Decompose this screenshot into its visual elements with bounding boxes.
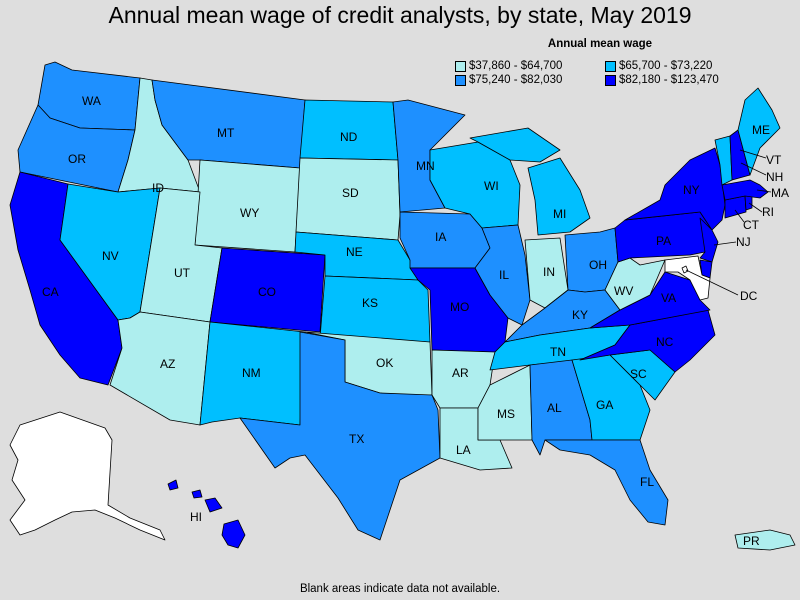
label-PA: PA xyxy=(656,234,671,248)
state-AK xyxy=(9,411,166,541)
state-ME xyxy=(737,87,781,176)
label-MO: MO xyxy=(450,300,469,314)
legend-label: $65,700 - $73,220 xyxy=(619,60,713,72)
label-OR: OR xyxy=(68,152,86,166)
legend-title: Annual mean wage xyxy=(547,38,653,50)
label-OH: OH xyxy=(589,258,607,272)
label-AR: AR xyxy=(452,366,469,380)
label-NV: NV xyxy=(102,249,119,263)
legend-swatch xyxy=(605,74,616,86)
label-CA: CA xyxy=(42,285,59,299)
label-MT: MT xyxy=(217,126,235,140)
label-WV: WV xyxy=(614,284,633,298)
state-MI xyxy=(469,127,591,236)
label-NE: NE xyxy=(346,245,363,259)
label-WI: WI xyxy=(484,179,499,193)
state-KS xyxy=(319,275,431,343)
state-RI xyxy=(744,194,753,211)
legend: Annual mean wage $37,860 - $64,700 $65,7… xyxy=(455,38,755,86)
legend-item: $75,240 - $82,030 xyxy=(455,74,605,86)
leader-lines xyxy=(685,149,772,296)
label-MA: MA xyxy=(771,186,789,200)
legend-swatch xyxy=(455,74,466,86)
label-CO: CO xyxy=(258,285,276,299)
map-title: Annual mean wage of credit analysts, by … xyxy=(108,2,692,28)
label-ND: ND xyxy=(340,130,358,144)
label-TN: TN xyxy=(550,345,566,359)
label-NJ: NJ xyxy=(736,235,751,249)
label-CT: CT xyxy=(743,218,760,232)
label-ID: ID xyxy=(152,181,164,195)
legend-label: $82,180 - $123,470 xyxy=(619,74,719,86)
label-FL: FL xyxy=(640,475,654,489)
legend-label: $37,860 - $64,700 xyxy=(469,60,563,72)
state-IL xyxy=(474,224,531,326)
label-OK: OK xyxy=(376,356,393,370)
state-TX xyxy=(239,331,441,541)
state-MD xyxy=(664,255,711,301)
label-PR: PR xyxy=(743,534,760,548)
state-MA xyxy=(721,179,769,201)
label-LA: LA xyxy=(456,443,471,457)
label-IL: IL xyxy=(499,268,509,282)
label-MI: MI xyxy=(553,207,566,221)
label-WA: WA xyxy=(82,94,101,108)
label-IA: IA xyxy=(435,230,446,244)
state-HI xyxy=(167,479,246,549)
legend-swatch xyxy=(455,60,466,72)
label-VT: VT xyxy=(766,153,782,167)
label-MN: MN xyxy=(416,159,435,173)
label-GA: GA xyxy=(596,398,613,412)
legend-swatch xyxy=(605,60,616,72)
label-SC: SC xyxy=(630,367,647,381)
label-AL: AL xyxy=(547,401,562,415)
label-SD: SD xyxy=(342,186,359,200)
legend-item: $82,180 - $123,470 xyxy=(605,74,755,86)
label-TX: TX xyxy=(349,432,364,446)
label-KY: KY xyxy=(572,308,588,322)
state-FL xyxy=(544,439,669,526)
label-RI: RI xyxy=(762,205,774,219)
label-WY: WY xyxy=(240,206,259,220)
label-MS: MS xyxy=(497,407,515,421)
footnote: Blank areas indicate data not available. xyxy=(299,583,501,595)
state-CO xyxy=(209,247,326,333)
label-IN: IN xyxy=(543,265,555,279)
label-ME: ME xyxy=(752,123,770,137)
label-KS: KS xyxy=(362,296,378,310)
label-NY: NY xyxy=(683,183,700,197)
state-VT xyxy=(714,135,733,186)
label-NM: NM xyxy=(242,366,261,380)
state-labels: WA OR CA ID NV MT WY UT AZ CO NM ND SD N… xyxy=(42,94,789,548)
legend-label: $75,240 - $82,030 xyxy=(469,74,563,86)
legend-item: $37,860 - $64,700 xyxy=(455,60,605,72)
label-DC: DC xyxy=(740,289,758,303)
label-NH: NH xyxy=(766,170,783,184)
legend-item: $65,700 - $73,220 xyxy=(605,60,755,72)
label-UT: UT xyxy=(174,266,191,280)
label-NC: NC xyxy=(656,335,674,349)
label-AZ: AZ xyxy=(160,357,175,371)
state-SD xyxy=(295,157,401,241)
label-HI: HI xyxy=(190,510,202,524)
state-PR xyxy=(734,529,796,551)
label-VA: VA xyxy=(661,291,676,305)
